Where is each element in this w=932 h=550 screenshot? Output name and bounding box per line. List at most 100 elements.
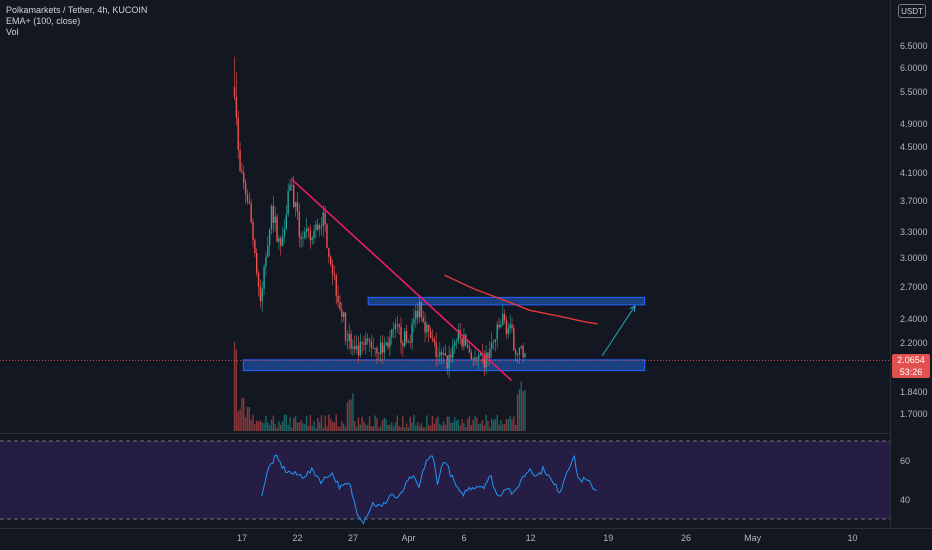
volume-bar — [241, 397, 243, 431]
volume-bar — [466, 419, 469, 431]
volume-bar — [478, 423, 480, 431]
candle-body — [461, 338, 463, 347]
candle-body — [478, 355, 480, 359]
volume-bar — [520, 381, 522, 431]
support-zone[interactable] — [242, 359, 646, 372]
projection-arrow[interactable] — [601, 305, 636, 357]
volume-bar — [246, 407, 249, 431]
time-tick-label: 22 — [292, 533, 303, 543]
volume-bar — [274, 424, 276, 431]
volume-bar — [294, 415, 297, 431]
volume-bar — [350, 399, 352, 431]
volume-bar — [431, 415, 434, 431]
candle-body — [476, 357, 478, 359]
candle-body — [446, 355, 448, 369]
candle-body — [470, 352, 472, 359]
candle-body — [341, 309, 343, 317]
candle-body — [289, 184, 291, 191]
volume-bar — [285, 414, 287, 431]
time-tick-label: 27 — [347, 533, 359, 543]
candle-body — [448, 354, 450, 369]
candle-body — [270, 205, 273, 230]
volume-bar — [344, 426, 347, 431]
candle-body — [235, 96, 238, 118]
candle-body — [503, 313, 506, 321]
candle-body — [400, 327, 402, 344]
candle-body — [324, 212, 326, 225]
volume-legend[interactable]: Vol — [6, 27, 19, 37]
volume-bar — [276, 427, 278, 431]
candle-body — [300, 236, 302, 239]
volume-bar — [267, 422, 269, 431]
volume-bar — [272, 415, 275, 431]
candle-body — [453, 341, 456, 347]
candle-body — [515, 350, 517, 355]
candle-body — [496, 324, 498, 340]
candle-body — [304, 231, 306, 238]
volume-bar — [322, 427, 324, 431]
candle-body — [367, 338, 369, 341]
candle-body — [274, 216, 276, 223]
price-tick-label: 4.9000 — [900, 118, 928, 129]
volume-bar — [490, 418, 493, 431]
volume-bar — [337, 426, 339, 431]
candle-body — [252, 221, 254, 240]
candle-body — [326, 224, 328, 248]
candle-body — [272, 205, 275, 223]
candle-body — [278, 238, 280, 242]
candle-body — [246, 194, 249, 202]
volume-bar — [318, 421, 321, 431]
candle-body — [522, 346, 524, 358]
volume-bar — [256, 420, 258, 431]
candle-body — [457, 329, 460, 341]
symbol-title[interactable]: Polkamarkets / Tether, 4h, KUCOIN — [6, 5, 148, 15]
volume-bar — [507, 419, 509, 431]
volume-bar — [268, 424, 271, 431]
volume-bar — [463, 423, 465, 431]
candle-body — [435, 342, 437, 357]
volume-bar — [498, 424, 500, 431]
candle-body — [248, 201, 250, 204]
candle-body — [339, 302, 341, 310]
volume-bar — [387, 424, 389, 431]
time-tick-label: May — [744, 533, 762, 543]
volume-bar — [239, 409, 241, 431]
candle-body — [361, 342, 363, 344]
volume-bar — [352, 393, 354, 431]
volume-bar — [411, 422, 413, 431]
candle-body — [352, 346, 354, 349]
candle-body — [370, 341, 373, 348]
candle-body — [402, 343, 404, 346]
volume-bar — [446, 416, 448, 431]
volume-bar — [357, 417, 360, 431]
volume-bar — [309, 414, 312, 431]
candle-body — [254, 239, 256, 254]
candle-body — [431, 337, 434, 340]
current-price-value: 2.0654 — [897, 355, 925, 365]
volume-bar — [394, 422, 397, 431]
currency-badge[interactable]: USDT — [898, 4, 926, 18]
ema-legend[interactable]: EMA+ (100, close) — [6, 16, 81, 26]
candle-body — [293, 185, 295, 207]
time-tick-label: 26 — [680, 533, 692, 543]
candle-body — [387, 342, 389, 348]
downtrend-line[interactable] — [291, 178, 513, 382]
candle-body — [502, 313, 504, 325]
candle-body — [409, 341, 411, 343]
candle-body — [413, 319, 415, 324]
volume-bar — [472, 419, 474, 431]
candle-body — [318, 225, 321, 230]
candle-body — [376, 348, 378, 354]
candle-body — [378, 353, 380, 355]
candle-body — [516, 354, 519, 356]
volume-bar — [244, 417, 247, 431]
candle-body — [309, 230, 312, 241]
candle-body — [437, 355, 439, 357]
volume-bar — [341, 421, 343, 431]
volume-bar — [379, 426, 382, 431]
candle-body — [342, 312, 345, 317]
volume-bar — [259, 420, 262, 431]
volume-bar — [396, 415, 398, 431]
candle-body — [433, 339, 435, 343]
